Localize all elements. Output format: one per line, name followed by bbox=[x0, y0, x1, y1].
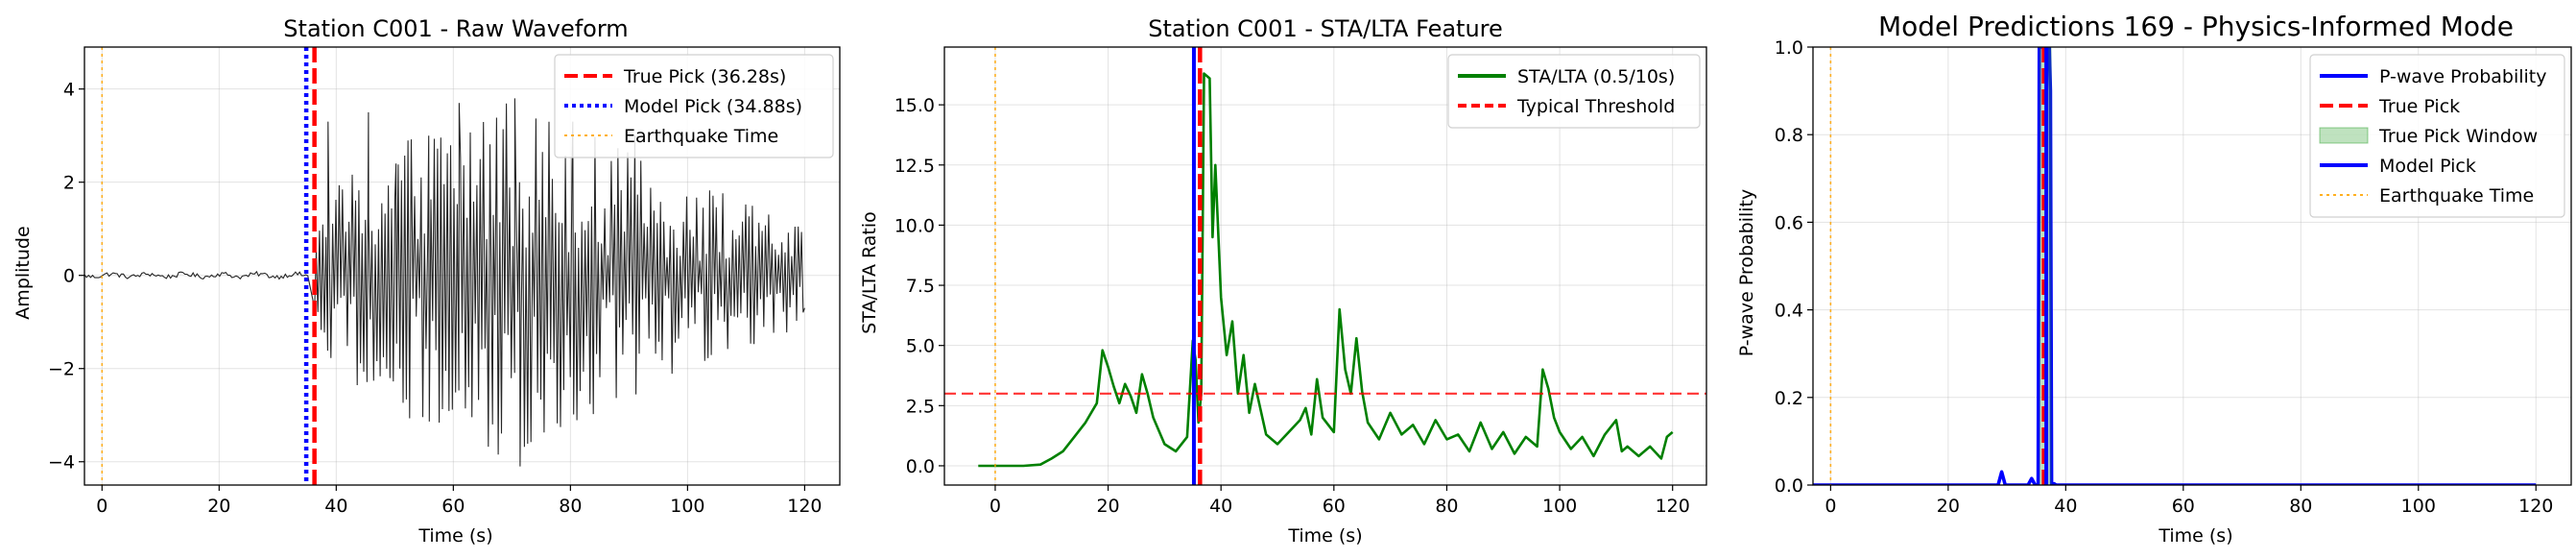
legend-box bbox=[554, 54, 834, 158]
predictions-title: Model Predictions 169 - Physics-Informed… bbox=[1878, 11, 2514, 42]
plot-series-group bbox=[1813, 47, 2537, 485]
x-tick-label: 40 bbox=[1209, 496, 1232, 517]
x-tick-label: 100 bbox=[670, 496, 704, 517]
y-tick-label: 0.4 bbox=[1775, 301, 1803, 322]
sta-lta-y-axis-label: STA/LTA Ratio bbox=[859, 211, 880, 334]
legend-label: True Pick (36.28s) bbox=[623, 66, 786, 87]
legend-label: P-wave Probability bbox=[2379, 66, 2547, 87]
legend-label: Earthquake Time bbox=[2379, 185, 2534, 207]
legend-label: True Pick Window bbox=[2378, 126, 2538, 147]
x-tick-label: 60 bbox=[1323, 496, 1346, 517]
y-tick-label: −4 bbox=[48, 452, 75, 474]
sta-lta-line bbox=[978, 72, 1674, 468]
x-tick-label: 20 bbox=[207, 496, 230, 517]
x-tick-label: 0 bbox=[96, 496, 107, 517]
x-tick-label: 80 bbox=[2289, 496, 2312, 517]
x-tick-label: 40 bbox=[2054, 496, 2077, 517]
legend-label: Model Pick (34.88s) bbox=[624, 96, 802, 117]
x-tick-label: 80 bbox=[559, 496, 582, 517]
x-tick-label: 120 bbox=[2518, 496, 2553, 517]
y-tick-label: 7.5 bbox=[906, 276, 935, 297]
predictions-y-axis-label: P-wave Probability bbox=[1736, 189, 1757, 357]
sta-lta-legend: STA/LTA (0.5/10s) Typical Threshold bbox=[1447, 54, 1701, 129]
x-tick-label: 100 bbox=[1542, 496, 1577, 517]
waveform-legend: True Pick (36.28s) Model Pick (34.88s) Ear… bbox=[554, 54, 834, 158]
axes-frame bbox=[1812, 46, 2572, 486]
panel-raw-waveform: 0 20 40 60 80 100 120 −4 −2 0 2 4 Station C001 - Ra… bbox=[12, 15, 841, 547]
sta-lta-title: Station C001 - STA/LTA Feature bbox=[1148, 15, 1503, 42]
probability-line bbox=[1813, 47, 2537, 485]
x-tick-label: 120 bbox=[787, 496, 822, 517]
predictions-x-axis-label: Time (s) bbox=[2158, 525, 2232, 547]
waveform-line bbox=[84, 98, 805, 467]
x-tick-label: 120 bbox=[1656, 496, 1690, 517]
y-tick-label: 0.2 bbox=[1775, 388, 1803, 409]
waveform-x-axis-label: Time (s) bbox=[417, 525, 492, 547]
x-tick-label: 0 bbox=[1825, 496, 1836, 517]
legend-label: Earthquake Time bbox=[624, 126, 778, 147]
x-tick-label: 60 bbox=[441, 496, 465, 517]
y-tick-label: 4 bbox=[63, 80, 75, 101]
y-tick-label: 12.5 bbox=[894, 156, 935, 177]
waveform-y-axis-label: Amplitude bbox=[12, 226, 34, 319]
waveform-title: Station C001 - Raw Waveform bbox=[283, 15, 628, 42]
y-tick-label: 0.0 bbox=[1775, 475, 1803, 497]
panel-model-predictions: 0 20 40 60 80 100 120 0.0 0.2 0.4 0.6 0.8 1.0 Model … bbox=[1736, 11, 2572, 547]
legend-label: Typical Threshold bbox=[1516, 96, 1675, 117]
y-tick-label: 15.0 bbox=[894, 95, 935, 116]
y-tick-label: −2 bbox=[48, 359, 75, 380]
y-tick-label: 0.0 bbox=[906, 456, 935, 477]
y-tick-label: 5.0 bbox=[906, 336, 935, 357]
x-tick-label: 20 bbox=[1937, 496, 1960, 517]
predictions-legend: P-wave Probability True Pick True Pick Win… bbox=[2309, 54, 2565, 218]
plot-series-group bbox=[84, 47, 805, 485]
sta-lta-x-axis-label: Time (s) bbox=[1287, 525, 1362, 547]
legend-label: Model Pick bbox=[2379, 156, 2476, 177]
y-tick-label: 0.8 bbox=[1775, 125, 1803, 146]
legend-swatch bbox=[2319, 127, 2369, 144]
x-tick-label: 0 bbox=[990, 496, 1001, 517]
x-tick-label: 60 bbox=[2172, 496, 2195, 517]
y-tick-label: 1.0 bbox=[1775, 37, 1803, 59]
axes-frame bbox=[943, 46, 1707, 486]
legend-box bbox=[1447, 54, 1701, 129]
x-tick-label: 80 bbox=[1435, 496, 1458, 517]
plot-series-group bbox=[944, 47, 1706, 485]
legend-label: STA/LTA (0.5/10s) bbox=[1517, 66, 1675, 87]
y-tick-label: 0.6 bbox=[1775, 212, 1803, 233]
legend-label: True Pick bbox=[2378, 96, 2460, 117]
axes-frame bbox=[83, 46, 841, 486]
y-tick-label: 2 bbox=[63, 173, 75, 194]
x-tick-label: 100 bbox=[2401, 496, 2436, 517]
legend-box bbox=[2309, 54, 2565, 218]
panel-sta-lta: 0 20 40 60 80 100 1200.02.55.07.510.012.515.0 … bbox=[859, 15, 1707, 547]
y-tick-label: 2.5 bbox=[906, 396, 935, 417]
x-tick-label: 40 bbox=[324, 496, 347, 517]
y-tick-label: 0 bbox=[63, 266, 75, 287]
y-tick-label: 10.0 bbox=[894, 215, 935, 236]
predictions-plot-area: 0 20 40 60 80 100 120 0.0 0.2 0.4 0.6 0.8 1.0 bbox=[1775, 37, 2572, 517]
x-tick-label: 20 bbox=[1096, 496, 1119, 517]
